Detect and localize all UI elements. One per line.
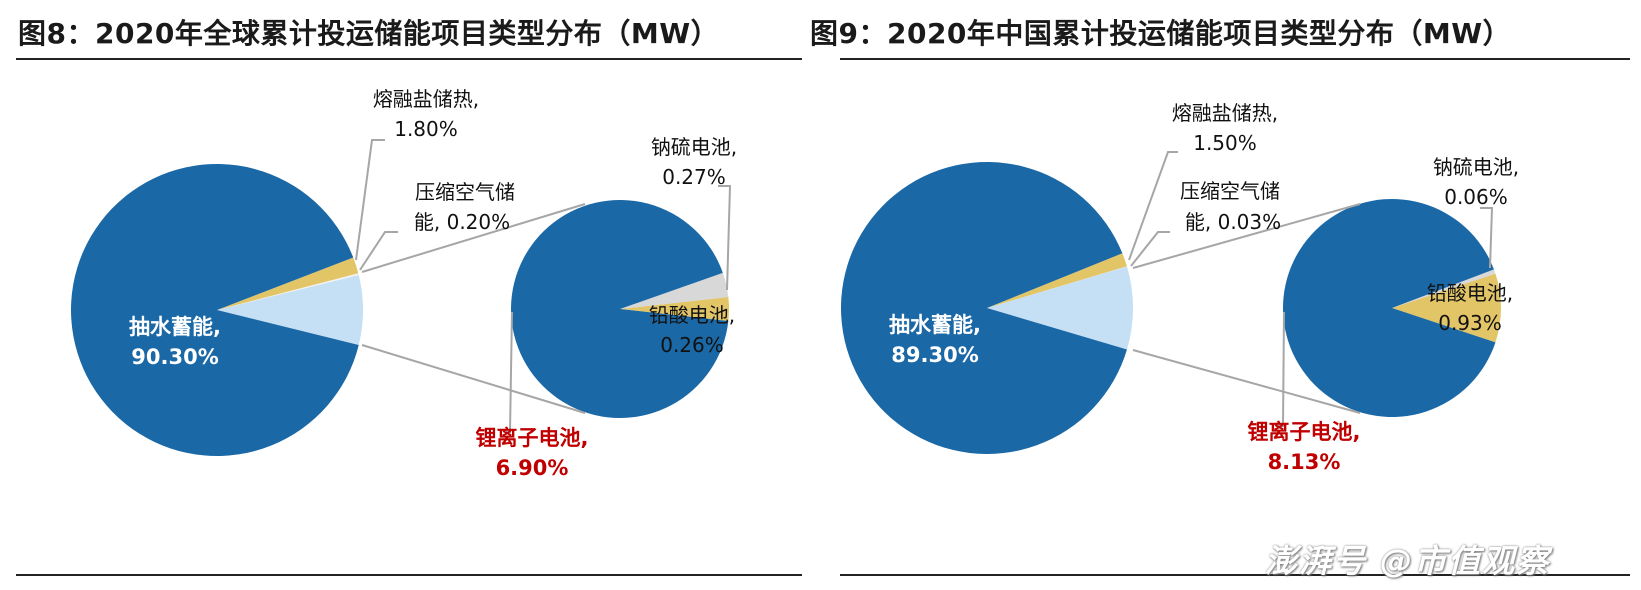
connector-line-bottom [1132, 349, 1361, 414]
title-rule [16, 58, 802, 60]
figure-8-title: 图8：2020年全球累计投运储能项目类型分布（MW） [18, 17, 720, 50]
nas-label-name: 钠硫电池, [651, 135, 737, 159]
slice-lithium-ion [510, 199, 729, 418]
leader-line-nas [1480, 207, 1494, 269]
slice-sodium-sulfur [620, 272, 729, 309]
lead-label-value: 0.93% [1438, 311, 1502, 335]
pumped-label-value: 89.30% [891, 343, 978, 367]
lithium-label-name: 锂离子电池, [476, 426, 589, 450]
slice-lead-acid [620, 297, 729, 321]
nas-label-value: 0.06% [1444, 185, 1508, 209]
figure-9-chart: 抽水蓄能, 89.30% 熔融盐储热, 1.50% 压缩空气储 能, 0.03%… [841, 101, 1519, 474]
slice-electrochemical [217, 275, 363, 345]
air-label-line1: 压缩空气储 [1180, 179, 1280, 203]
figure-9-panel: 图9：2020年中国累计投运储能项目类型分布（MW） 抽水蓄能, 89.30% … [810, 0, 1641, 590]
lead-label-value: 0.26% [660, 333, 724, 357]
slice-molten-salt [217, 257, 359, 310]
slice-lead-acid [1392, 273, 1501, 343]
main-pie [841, 162, 1133, 455]
lithium-label-value: 8.13% [1268, 450, 1341, 474]
leader-line-lithium [1276, 311, 1285, 427]
lithium-label-name: 锂离子电池, [1248, 420, 1361, 444]
figure-8-chart: 抽水蓄能, 90.30% 熔融盐储热, 1.80% 压缩空气储 能, 0.20%… [70, 87, 737, 480]
air-label-line2: 能, 0.03% [1185, 210, 1281, 234]
air-label-line1: 压缩空气储 [415, 180, 515, 204]
salt-label-value: 1.80% [394, 117, 458, 141]
pumped-label-name: 抽水蓄能, [129, 315, 221, 339]
lithium-label-value: 6.90% [496, 456, 569, 480]
connector-line-top [361, 203, 586, 273]
leader-line-lithium [506, 311, 513, 433]
figure-9-title: 图9：2020年中国累计投运储能项目类型分布（MW） [810, 17, 1512, 50]
slice-pumped-hydro [70, 164, 359, 456]
pumped-label-value: 90.30% [131, 345, 218, 369]
salt-label-name: 熔融盐储热, [373, 87, 479, 111]
leader-line-salt [355, 139, 385, 261]
secondary-pie [1282, 199, 1501, 418]
bottom-rule [840, 574, 1630, 576]
slice-molten-salt [987, 253, 1127, 308]
slice-sodium-sulfur [1392, 269, 1496, 308]
nas-label-name: 钠硫电池, [1433, 155, 1519, 179]
slice-compressed-air [217, 273, 359, 310]
leader-line-salt [1128, 151, 1178, 261]
slice-electrochemical [987, 266, 1133, 350]
lead-label-name: 铅酸电池, [1427, 281, 1513, 305]
lead-label-name: 铅酸电池, [649, 303, 735, 327]
bottom-rule [16, 574, 802, 576]
salt-label-name: 熔融盐储热, [1172, 101, 1278, 125]
nas-label-value: 0.27% [662, 165, 726, 189]
leader-line-air [359, 231, 398, 271]
salt-label-value: 1.50% [1193, 131, 1257, 155]
title-rule [840, 58, 1630, 60]
secondary-pie [510, 199, 729, 418]
pumped-label-name: 抽水蓄能, [889, 313, 981, 337]
leader-line-air [1130, 231, 1170, 267]
leader-line-nas [718, 185, 732, 291]
slice-pumped-hydro [841, 162, 1127, 455]
connector-line-top [1132, 203, 1361, 269]
slice-lithium-ion [1282, 199, 1496, 418]
figure-8-panel: 图8：2020年全球累计投运储能项目类型分布（MW） 抽水蓄能, 90.30% … [0, 0, 802, 590]
watermark: 澎湃号 @市值观察 [1265, 542, 1551, 580]
connector-line-bottom [361, 344, 586, 414]
air-label-line2: 能, 0.20% [414, 210, 510, 234]
main-pie [70, 164, 363, 456]
